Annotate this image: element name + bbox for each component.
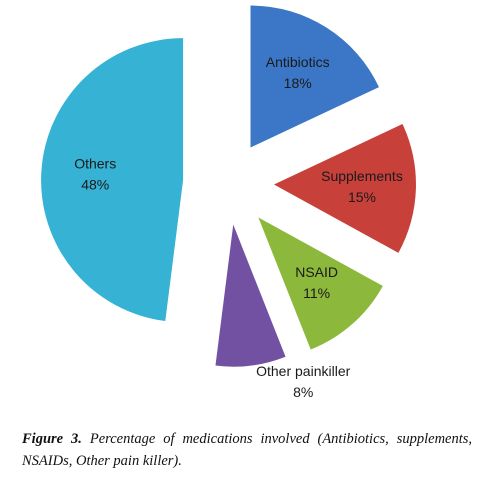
caption-label: Figure 3. — [22, 431, 82, 447]
pie-slice — [250, 5, 379, 148]
slice-value: 18% — [284, 75, 312, 91]
slice-label: Supplements — [321, 168, 403, 184]
caption-text: Percentage of medications involved (Anti… — [22, 431, 473, 469]
slice-label: Antibiotics — [266, 54, 330, 70]
pie-slice — [258, 217, 383, 350]
pie-slice — [41, 38, 184, 322]
pie-slice — [215, 224, 286, 367]
slice-value: 15% — [348, 189, 376, 205]
slice-value: 11% — [303, 285, 330, 301]
slice-label: Other painkiller — [256, 363, 350, 379]
caption: Figure 3. Percentage of medications invo… — [22, 428, 472, 472]
slice-value: 48% — [81, 176, 109, 192]
slice-label: Others — [74, 155, 116, 171]
chart: Antibiotics 18% Supplements 15% NSAID 11% Othe… — [41, 5, 416, 400]
slice-label: NSAID — [295, 264, 338, 280]
slice-value: 8% — [293, 384, 313, 400]
pie-slice — [273, 123, 416, 253]
